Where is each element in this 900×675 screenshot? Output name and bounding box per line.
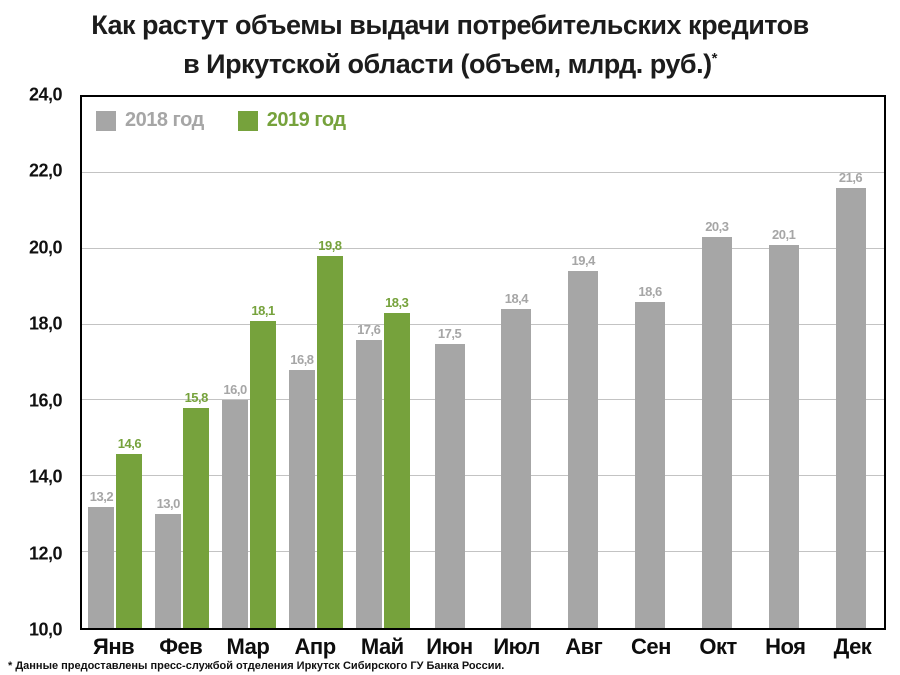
bar-value-label: 19,8	[318, 238, 342, 254]
x-tick-label: Янв	[93, 634, 135, 659]
x-tick-label: Сен	[631, 634, 671, 659]
chart-title: Как растут объемы выдачи потребительских…	[0, 8, 900, 81]
x-tick-label: Мар	[226, 634, 270, 659]
gridline	[82, 171, 884, 173]
chart-title-line2: в Иркутской области (объем, млрд. руб.)	[183, 49, 712, 79]
gridline	[82, 323, 884, 325]
bar-2018-год: 13,2	[88, 489, 115, 628]
x-tick-label: Июн	[426, 634, 473, 659]
bar-value-label: 19,4	[571, 253, 596, 269]
y-tick-label: 10,0	[28, 619, 63, 640]
bar-2019-год: 19,8	[316, 238, 343, 628]
bar-value-label: 14,6	[117, 435, 142, 451]
bar-2018-год: 19,4	[568, 253, 599, 628]
legend-label-2018: 2018 год	[125, 109, 204, 131]
x-tick-label: Апр	[294, 634, 337, 659]
bar-2018-год: 18,4	[501, 291, 532, 628]
gridline	[82, 247, 884, 249]
bar-2018-год: 21,6	[835, 170, 866, 628]
bar-2018-год: 20,3	[701, 219, 732, 628]
y-tick-label: 18,0	[28, 313, 63, 334]
legend-item-2019: 2019 год	[237, 109, 346, 132]
bar-group: 16,8 19,8	[282, 97, 349, 628]
bar-group: 13,2 14,6	[82, 97, 149, 628]
x-tick-label: Ноя	[765, 634, 806, 659]
y-tick-label: 12,0	[28, 543, 63, 564]
bar-value-label: 18,4	[504, 291, 529, 307]
bar-value-label: 13,2	[89, 488, 114, 504]
bar-value-label: 17,5	[437, 325, 462, 341]
bar-value-label: 18,6	[638, 283, 662, 299]
gridline	[82, 399, 884, 401]
bar-group: 21,6	[817, 97, 884, 628]
bar-2019-год: 18,1	[250, 303, 277, 628]
bar-2018-год: 13,0	[155, 496, 182, 628]
legend: 2018 год 2019 год	[96, 109, 346, 132]
bar-2018-год: 17,5	[434, 326, 465, 628]
bar-group: 17,5	[416, 97, 483, 628]
bar-value-label: 17,6	[357, 321, 381, 337]
bar-2018-год: 18,6	[635, 284, 666, 628]
y-tick-label: 14,0	[28, 466, 63, 487]
bar-groups: 13,2 14,6 13,0 15,8 16,0 18,1 16,8 19,8 17,6 18,3…	[82, 97, 884, 628]
x-tick-label: Авг	[565, 634, 603, 659]
bar-2019-год: 15,8	[183, 390, 210, 628]
y-tick-label: 24,0	[28, 84, 63, 105]
bar-value-label: 15,8	[184, 390, 209, 406]
x-tick-label: Окт	[699, 634, 737, 659]
bar-value-label: 16,0	[223, 382, 247, 398]
legend-swatch-2019-icon	[237, 110, 258, 131]
bar-value-label: 20,1	[772, 226, 796, 242]
bar-2018-год: 16,0	[222, 382, 249, 628]
bar-value-label: 21,6	[838, 170, 863, 186]
bar-2019-год: 14,6	[116, 436, 143, 628]
bar-group: 16,0 18,1	[216, 97, 283, 628]
legend-swatch-2018-icon	[96, 110, 116, 131]
legend-label-2019: 2019 год	[266, 109, 346, 131]
bar-2019-год: 18,3	[383, 295, 410, 628]
bar-value-label: 16,8	[290, 352, 314, 368]
bar-group: 20,3	[683, 97, 750, 628]
y-axis: 10,0 12,0 14,0 16,0 18,0 20,0 22,0 24,0	[0, 85, 70, 640]
bar-group: 18,6	[617, 97, 684, 628]
legend-item-2018: 2018 год	[96, 109, 204, 132]
chart-title-asterisk: *	[711, 50, 718, 67]
gridline	[82, 475, 884, 477]
bar-2018-год: 20,1	[768, 227, 799, 628]
gridlines	[82, 97, 884, 628]
bar-group: 19,4	[550, 97, 617, 628]
x-tick-label: Июл	[493, 634, 540, 659]
bar-group: 18,4	[483, 97, 550, 628]
x-tick-label: Фев	[159, 634, 203, 659]
y-tick-label: 20,0	[28, 237, 63, 258]
bar-value-label: 20,3	[705, 219, 729, 235]
x-axis: Янв Фев Мар Апр Май Июн Июл Авг Сен Окт Ноя Дек	[80, 634, 886, 660]
x-tick-label: Дек	[833, 634, 872, 659]
x-tick-label: Май	[360, 634, 404, 659]
y-tick-label: 22,0	[28, 160, 63, 181]
footnote: * Данные предоставлены пресс-службой отд…	[8, 660, 505, 672]
bar-group: 20,1	[750, 97, 817, 628]
bar-value-label: 18,3	[385, 295, 409, 311]
gridline	[82, 551, 884, 553]
bar-value-label: 13,0	[156, 496, 181, 512]
chart-title-line1: Как растут объемы выдачи потребительских…	[91, 10, 809, 40]
bar-group: 13,0 15,8	[149, 97, 216, 628]
bar-2018-год: 17,6	[355, 322, 382, 628]
y-tick-label: 16,0	[28, 390, 63, 411]
bar-value-label: 18,1	[251, 302, 275, 318]
plot-area: 13,2 14,6 13,0 15,8 16,0 18,1 16,8 19,8 17,6 18,3…	[80, 95, 886, 630]
bar-group: 17,6 18,3	[349, 97, 416, 628]
bar-2018-год: 16,8	[288, 352, 315, 628]
